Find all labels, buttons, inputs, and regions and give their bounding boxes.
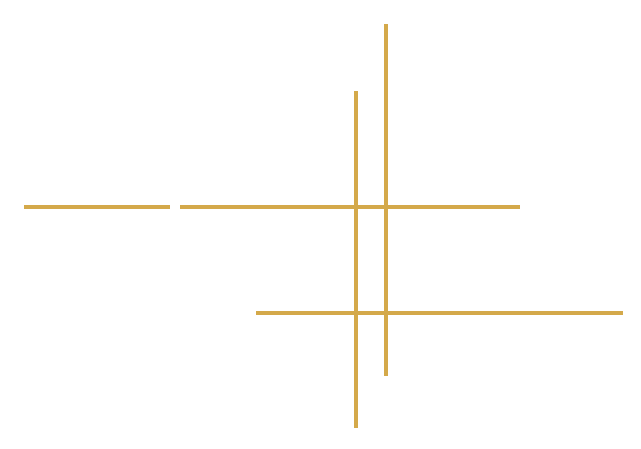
vertical-line-right — [384, 24, 388, 376]
horizontal-line-upper-right-segment — [180, 205, 520, 209]
horizontal-line-upper-left-segment — [24, 205, 170, 209]
horizontal-line-lower — [256, 311, 623, 315]
vertical-line-left — [354, 91, 358, 428]
